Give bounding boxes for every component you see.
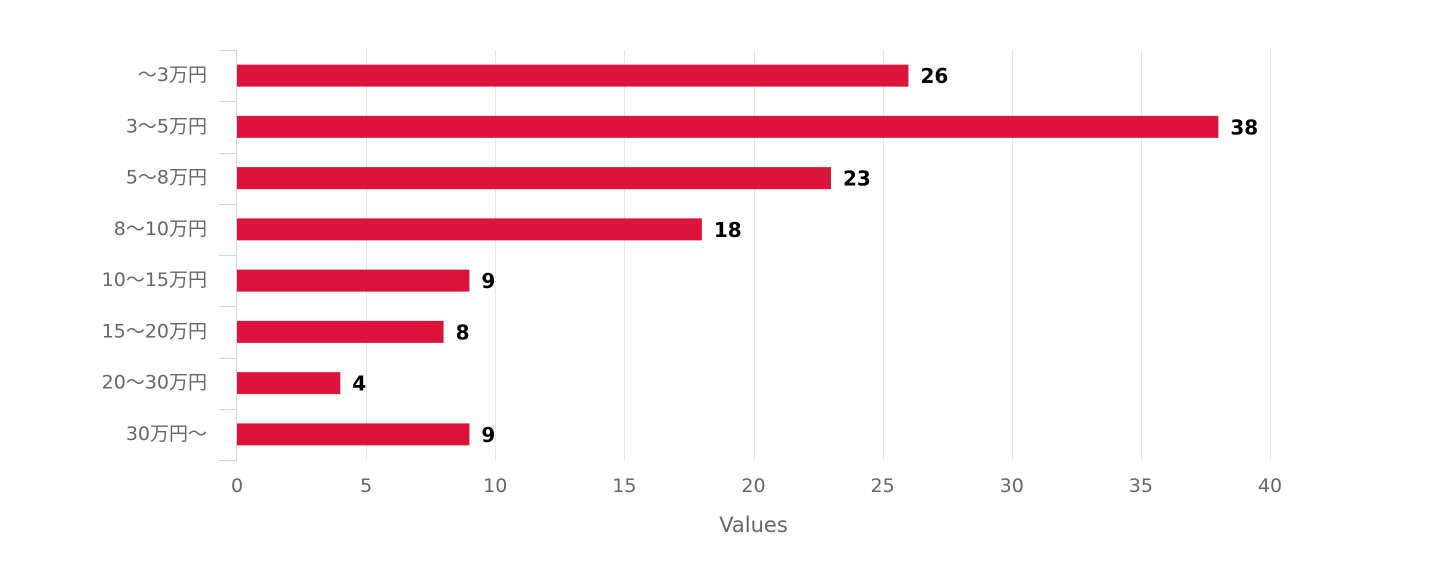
data-label: 38: [1230, 115, 1258, 139]
category-label: 15〜20万円: [102, 320, 207, 342]
data-label: 8: [456, 320, 470, 344]
x-tick-label: 30: [1000, 475, 1024, 497]
data-label: 23: [843, 167, 871, 191]
bar: [237, 320, 444, 343]
data-label: 18: [714, 218, 742, 242]
data-label: 9: [481, 423, 495, 447]
y-axis: [219, 50, 237, 461]
x-tick-label: 35: [1129, 475, 1153, 497]
x-tick-label: 25: [871, 475, 895, 497]
x-tick-label: 5: [360, 475, 372, 497]
x-axis-title: Values: [719, 513, 788, 537]
bar: [237, 64, 909, 87]
data-label: 4: [352, 372, 366, 396]
data-label: 9: [481, 269, 495, 293]
x-tick-label: 40: [1258, 475, 1282, 497]
category-label: 〜3万円: [138, 64, 207, 86]
bar: [237, 372, 341, 395]
bar: [237, 167, 831, 190]
bars: [237, 64, 1219, 446]
bar: [237, 218, 702, 241]
x-tick-label: 0: [231, 475, 243, 497]
category-label: 5〜8万円: [126, 167, 207, 189]
category-label: 3〜5万円: [126, 115, 207, 137]
x-tick-label: 20: [741, 475, 765, 497]
gridlines: [366, 50, 1271, 460]
x-tick-label: 15: [612, 475, 636, 497]
bar: [237, 115, 1219, 138]
data-label: 26: [920, 64, 948, 88]
category-label: 8〜10万円: [114, 218, 207, 240]
category-label: 20〜30万円: [102, 372, 207, 394]
category-label: 10〜15万円: [102, 269, 207, 291]
x-axis: 0 5 10 15 20 25 30 35 40: [231, 475, 1282, 497]
bar: [237, 423, 470, 446]
category-label: 30万円〜: [126, 423, 207, 445]
x-tick-label: 10: [483, 475, 507, 497]
bar: [237, 269, 470, 292]
